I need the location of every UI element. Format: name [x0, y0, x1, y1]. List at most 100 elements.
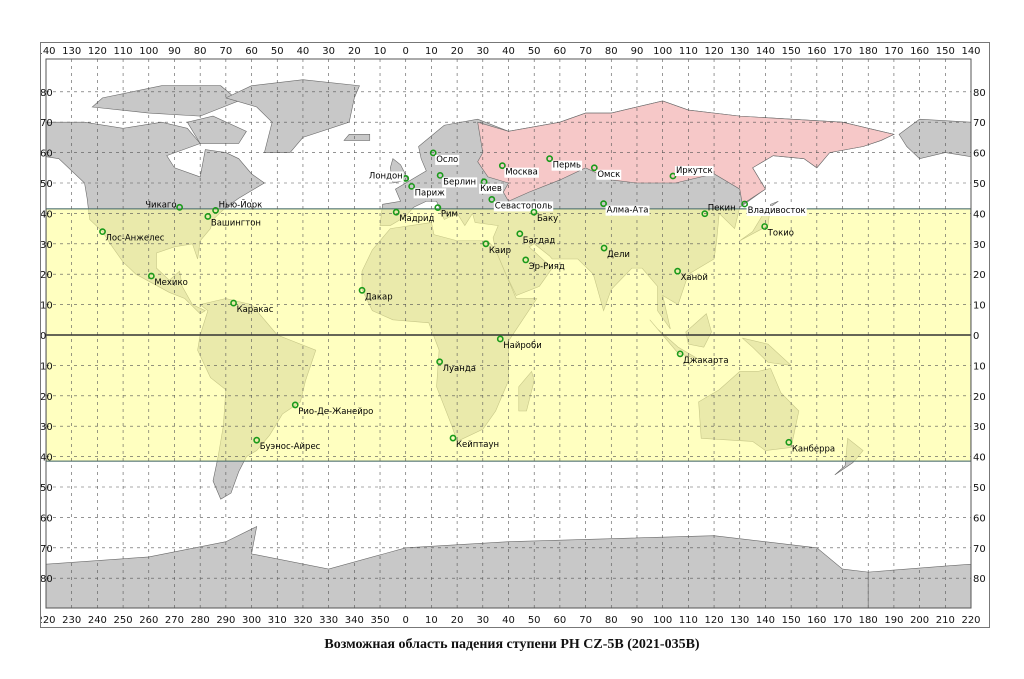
top-lon-tick-label: 10 [425, 46, 438, 57]
north-america [898, 118, 971, 160]
city-marker[interactable]: Найроби [496, 335, 542, 351]
city-marker[interactable]: Лос-Анжелес [99, 228, 165, 244]
city-marker[interactable]: Лондон [367, 171, 410, 182]
bottom-lon-tick-label: 260 [139, 615, 158, 626]
city-label: Севастополь [495, 201, 552, 211]
city-marker[interactable]: Токио [761, 223, 794, 239]
left-lat-tick-label: 80 [41, 574, 53, 585]
city-marker[interactable]: Берлин [436, 171, 478, 188]
city-dot-icon [761, 223, 769, 230]
city-label: Кейптаун [456, 440, 499, 450]
city-dot-icon [674, 267, 681, 275]
city-marker[interactable]: Каракас [230, 299, 274, 315]
city-marker[interactable]: Эр-Рияд [522, 256, 565, 272]
city-marker[interactable]: Париж [408, 182, 447, 199]
bottom-lon-tick-label: 200 [910, 615, 929, 626]
city-dot-icon [204, 213, 212, 220]
top-lon-tick-label: 30 [476, 46, 489, 57]
world-map[interactable]: 1401301201101009080706050403020100102030… [41, 43, 991, 629]
city-marker[interactable]: Луанда [436, 358, 476, 374]
city-marker[interactable]: Багдад [516, 230, 555, 246]
city-label: Чикаго [145, 200, 176, 210]
right-lat-tick-label: 50 [973, 179, 986, 190]
left-lat-tick-label: 60 [41, 149, 53, 160]
left-lat-tick-label: 10 [41, 361, 53, 372]
city-marker[interactable]: Алма-Ата [600, 200, 650, 216]
city-marker[interactable]: Дели [600, 244, 630, 260]
city-marker[interactable]: Рио-Де-Жанейро [291, 401, 374, 417]
city-label-bg [504, 167, 539, 178]
city-marker[interactable]: Москва [498, 162, 539, 178]
city-marker[interactable]: Джакарта [676, 350, 729, 366]
city-marker[interactable]: Киев [479, 178, 503, 194]
city-marker[interactable]: Буэнос-Айрес [253, 436, 321, 453]
top-lon-tick-label: 150 [782, 46, 801, 57]
city-marker[interactable]: Каир [482, 240, 511, 256]
bottom-lon-tick-label: 330 [319, 615, 338, 626]
city-marker[interactable]: Чикаго [145, 200, 184, 211]
city-dot-icon [482, 240, 490, 248]
graticule [46, 59, 971, 608]
top-lon-tick-label: 120 [705, 46, 724, 57]
bottom-lon-tick-label: 180 [859, 615, 878, 626]
city-marker[interactable]: Осло [429, 149, 460, 165]
city-marker[interactable]: Ханой [674, 267, 708, 284]
city-label: Омск [597, 170, 620, 180]
city-dot-icon [436, 358, 444, 366]
bottom-lon-tick-label: 290 [216, 615, 235, 626]
city-marker[interactable]: Дакар [358, 286, 393, 303]
top-lon-tick-label: 40 [297, 46, 310, 57]
city-label: Каракас [237, 305, 274, 315]
top-lon-tick-label: 140 [41, 46, 56, 57]
top-lon-tick-label: 150 [936, 46, 955, 57]
top-lon-tick-label: 70 [219, 46, 232, 57]
city-label-bg [479, 183, 503, 194]
city-marker[interactable]: Баку [530, 208, 558, 225]
city-marker[interactable]: Нью-Йорк [212, 198, 262, 214]
city-marker[interactable]: Канберра [785, 438, 835, 455]
city-label-bg [551, 160, 583, 171]
city-label: Киев [480, 184, 502, 194]
city-dot-icon [785, 438, 793, 446]
city-label: Мадрид [399, 214, 434, 224]
city-marker[interactable]: Пекин [701, 204, 736, 218]
top-lon-tick-label: 90 [168, 46, 181, 57]
city-marker[interactable]: Кейптаун [449, 434, 499, 450]
city-label-bg [435, 154, 460, 165]
left-lat-tick-label: 60 [41, 513, 53, 524]
city-marker[interactable]: Омск [590, 164, 622, 180]
city-label: Джакарта [683, 356, 728, 366]
city-label: Париж [415, 188, 446, 198]
city-marker[interactable]: Рим [434, 204, 458, 220]
city-label: Москва [505, 168, 538, 178]
city-dot-icon [176, 203, 184, 211]
top-lon-tick-label: 0 [403, 46, 409, 57]
city-marker[interactable]: Севастополь [488, 196, 554, 212]
bottom-lon-tick-label: 80 [605, 615, 618, 626]
city-dot-icon [253, 436, 261, 444]
top-lon-tick-label: 130 [730, 46, 749, 57]
top-lon-tick-label: 170 [833, 46, 852, 57]
top-lon-tick-label: 160 [910, 46, 929, 57]
top-lon-tick-label: 170 [884, 46, 903, 57]
city-dot-icon [496, 335, 504, 343]
city-marker[interactable]: Иркутск [669, 166, 714, 180]
city-label-bg [674, 166, 714, 177]
top-lon-tick-label: 140 [756, 46, 775, 57]
city-marker[interactable]: Владивосток [741, 200, 807, 216]
top-lon-tick-label: 60 [245, 46, 258, 57]
top-lon-tick-label: 40 [502, 46, 515, 57]
city-marker[interactable]: Пермь [546, 155, 583, 171]
city-marker[interactable]: Вашингтон [204, 213, 261, 229]
bottom-lon-tick-label: 10 [425, 615, 438, 626]
top-lon-tick-label: 110 [114, 46, 133, 57]
right-lat-tick-label: 60 [973, 149, 986, 160]
top-lon-tick-label: 160 [807, 46, 826, 57]
left-lat-tick-label: 50 [41, 179, 53, 190]
city-label: Иркутск [676, 166, 713, 176]
city-label: Владивосток [748, 206, 806, 216]
city-marker[interactable]: Мехико [147, 272, 188, 288]
left-lat-tick-label: 30 [41, 422, 53, 433]
city-label: Берлин [443, 177, 476, 187]
city-marker[interactable]: Мадрид [392, 208, 435, 225]
